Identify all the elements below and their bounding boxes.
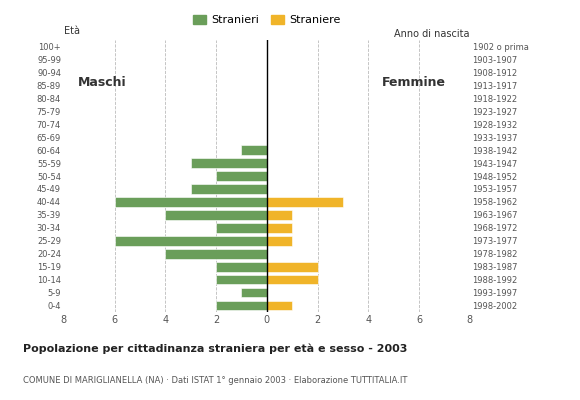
- Bar: [216, 275, 267, 284]
- Bar: [241, 288, 267, 298]
- Bar: [165, 249, 267, 258]
- Bar: [267, 210, 292, 220]
- Bar: [241, 145, 267, 155]
- Bar: [216, 301, 267, 310]
- Text: COMUNE DI MARIGLIANELLA (NA) · Dati ISTAT 1° gennaio 2003 · Elaborazione TUTTITA: COMUNE DI MARIGLIANELLA (NA) · Dati ISTA…: [23, 376, 408, 385]
- Bar: [267, 262, 317, 272]
- Bar: [191, 184, 267, 194]
- Bar: [115, 197, 267, 207]
- Text: Femmine: Femmine: [382, 76, 446, 89]
- Bar: [115, 236, 267, 246]
- Bar: [216, 262, 267, 272]
- Text: Maschi: Maschi: [78, 76, 126, 89]
- Text: Età: Età: [64, 26, 80, 36]
- Bar: [165, 210, 267, 220]
- Bar: [267, 301, 292, 310]
- Text: Anno di nascita: Anno di nascita: [394, 30, 470, 40]
- Bar: [267, 197, 343, 207]
- Bar: [216, 223, 267, 233]
- Legend: Stranieri, Straniere: Stranieri, Straniere: [188, 10, 345, 30]
- Text: Popolazione per cittadinanza straniera per età e sesso - 2003: Popolazione per cittadinanza straniera p…: [23, 344, 408, 354]
- Bar: [216, 171, 267, 181]
- Bar: [191, 158, 267, 168]
- Bar: [267, 223, 292, 233]
- Bar: [267, 275, 317, 284]
- Bar: [267, 236, 292, 246]
